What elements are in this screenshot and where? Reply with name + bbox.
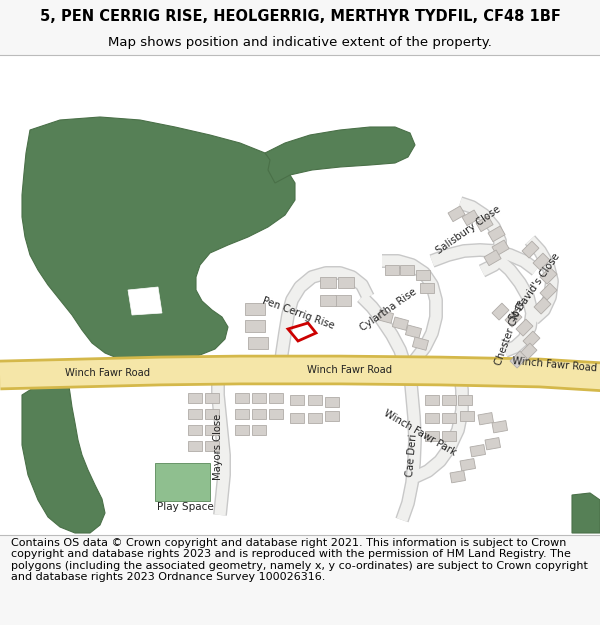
Bar [484,250,501,266]
Text: Map shows position and indicative extent of the property.: Map shows position and indicative extent… [108,36,492,49]
Bar [425,395,439,405]
Bar [510,351,527,368]
Bar [458,395,472,405]
Bar [448,206,465,222]
Polygon shape [128,287,162,315]
Bar [269,393,283,403]
Bar [235,393,249,403]
Bar [308,413,322,423]
Bar [392,317,409,330]
Bar [470,444,485,457]
Bar [442,395,456,405]
Bar [400,265,414,275]
Text: St David's Close: St David's Close [508,251,562,323]
Bar [406,325,422,338]
Bar [450,471,466,483]
Text: 5, PEN CERRIG RISE, HEOLGERRIG, MERTHYR TYDFIL, CF48 1BF: 5, PEN CERRIG RISE, HEOLGERRIG, MERTHYR … [40,9,560,24]
Bar [245,320,265,332]
Text: Cylartha Rise: Cylartha Rise [358,287,418,333]
Bar [290,413,304,423]
Text: Mayors Close: Mayors Close [213,414,223,480]
Bar [523,331,540,348]
Bar [412,337,428,350]
Bar [338,277,354,288]
Polygon shape [265,127,415,183]
Bar [460,411,474,421]
Polygon shape [22,117,295,363]
Bar [252,409,266,419]
Bar [188,393,202,403]
Bar [460,459,476,471]
Bar [269,409,283,419]
Bar [505,310,522,327]
Bar [425,431,439,441]
Text: Play Space: Play Space [157,502,214,512]
Bar [155,463,210,501]
Bar [335,295,351,306]
Text: Winch Fawr Road: Winch Fawr Road [65,368,151,378]
Text: Cae Deri: Cae Deri [405,433,419,477]
Bar [205,393,219,403]
Bar [442,431,456,441]
Text: Contains OS data © Crown copyright and database right 2021. This information is : Contains OS data © Crown copyright and d… [11,538,587,582]
Text: Salisbury Close: Salisbury Close [434,204,502,256]
Bar [252,425,266,435]
Bar [492,303,509,320]
Text: Winch Fawr Road: Winch Fawr Road [512,356,598,374]
Bar [478,412,494,425]
Bar [245,303,265,315]
Bar [520,343,537,360]
Bar [248,337,268,349]
Bar [540,267,557,284]
Bar [416,270,430,280]
Bar [308,395,322,405]
Bar [534,297,551,314]
Bar [492,240,509,256]
Bar [205,409,219,419]
Bar [235,425,249,435]
Bar [325,411,339,421]
Bar [522,241,539,258]
Bar [516,319,533,336]
Bar [325,397,339,407]
Text: Winch Fawr Road: Winch Fawr Road [307,365,392,375]
Text: Pen Cerrig Rise: Pen Cerrig Rise [260,296,335,331]
Bar [188,425,202,435]
Text: Chester Close: Chester Close [494,299,526,367]
Bar [385,265,399,275]
Bar [320,277,336,288]
Bar [205,425,219,435]
Bar [485,438,500,450]
Bar [205,441,219,451]
Bar [488,226,505,242]
Polygon shape [22,380,105,533]
Bar [462,210,479,226]
Bar [425,413,439,423]
Bar [252,393,266,403]
Bar [320,295,336,306]
Text: Winch Fawr Park: Winch Fawr Park [382,408,458,458]
Bar [377,310,394,323]
Bar [442,413,456,423]
Bar [188,441,202,451]
Bar [420,283,434,293]
Bar [290,395,304,405]
Polygon shape [572,493,600,533]
Bar [188,409,202,419]
Bar [533,253,550,270]
Bar [540,283,557,300]
Bar [476,216,493,232]
Bar [235,409,249,419]
Bar [492,421,508,433]
